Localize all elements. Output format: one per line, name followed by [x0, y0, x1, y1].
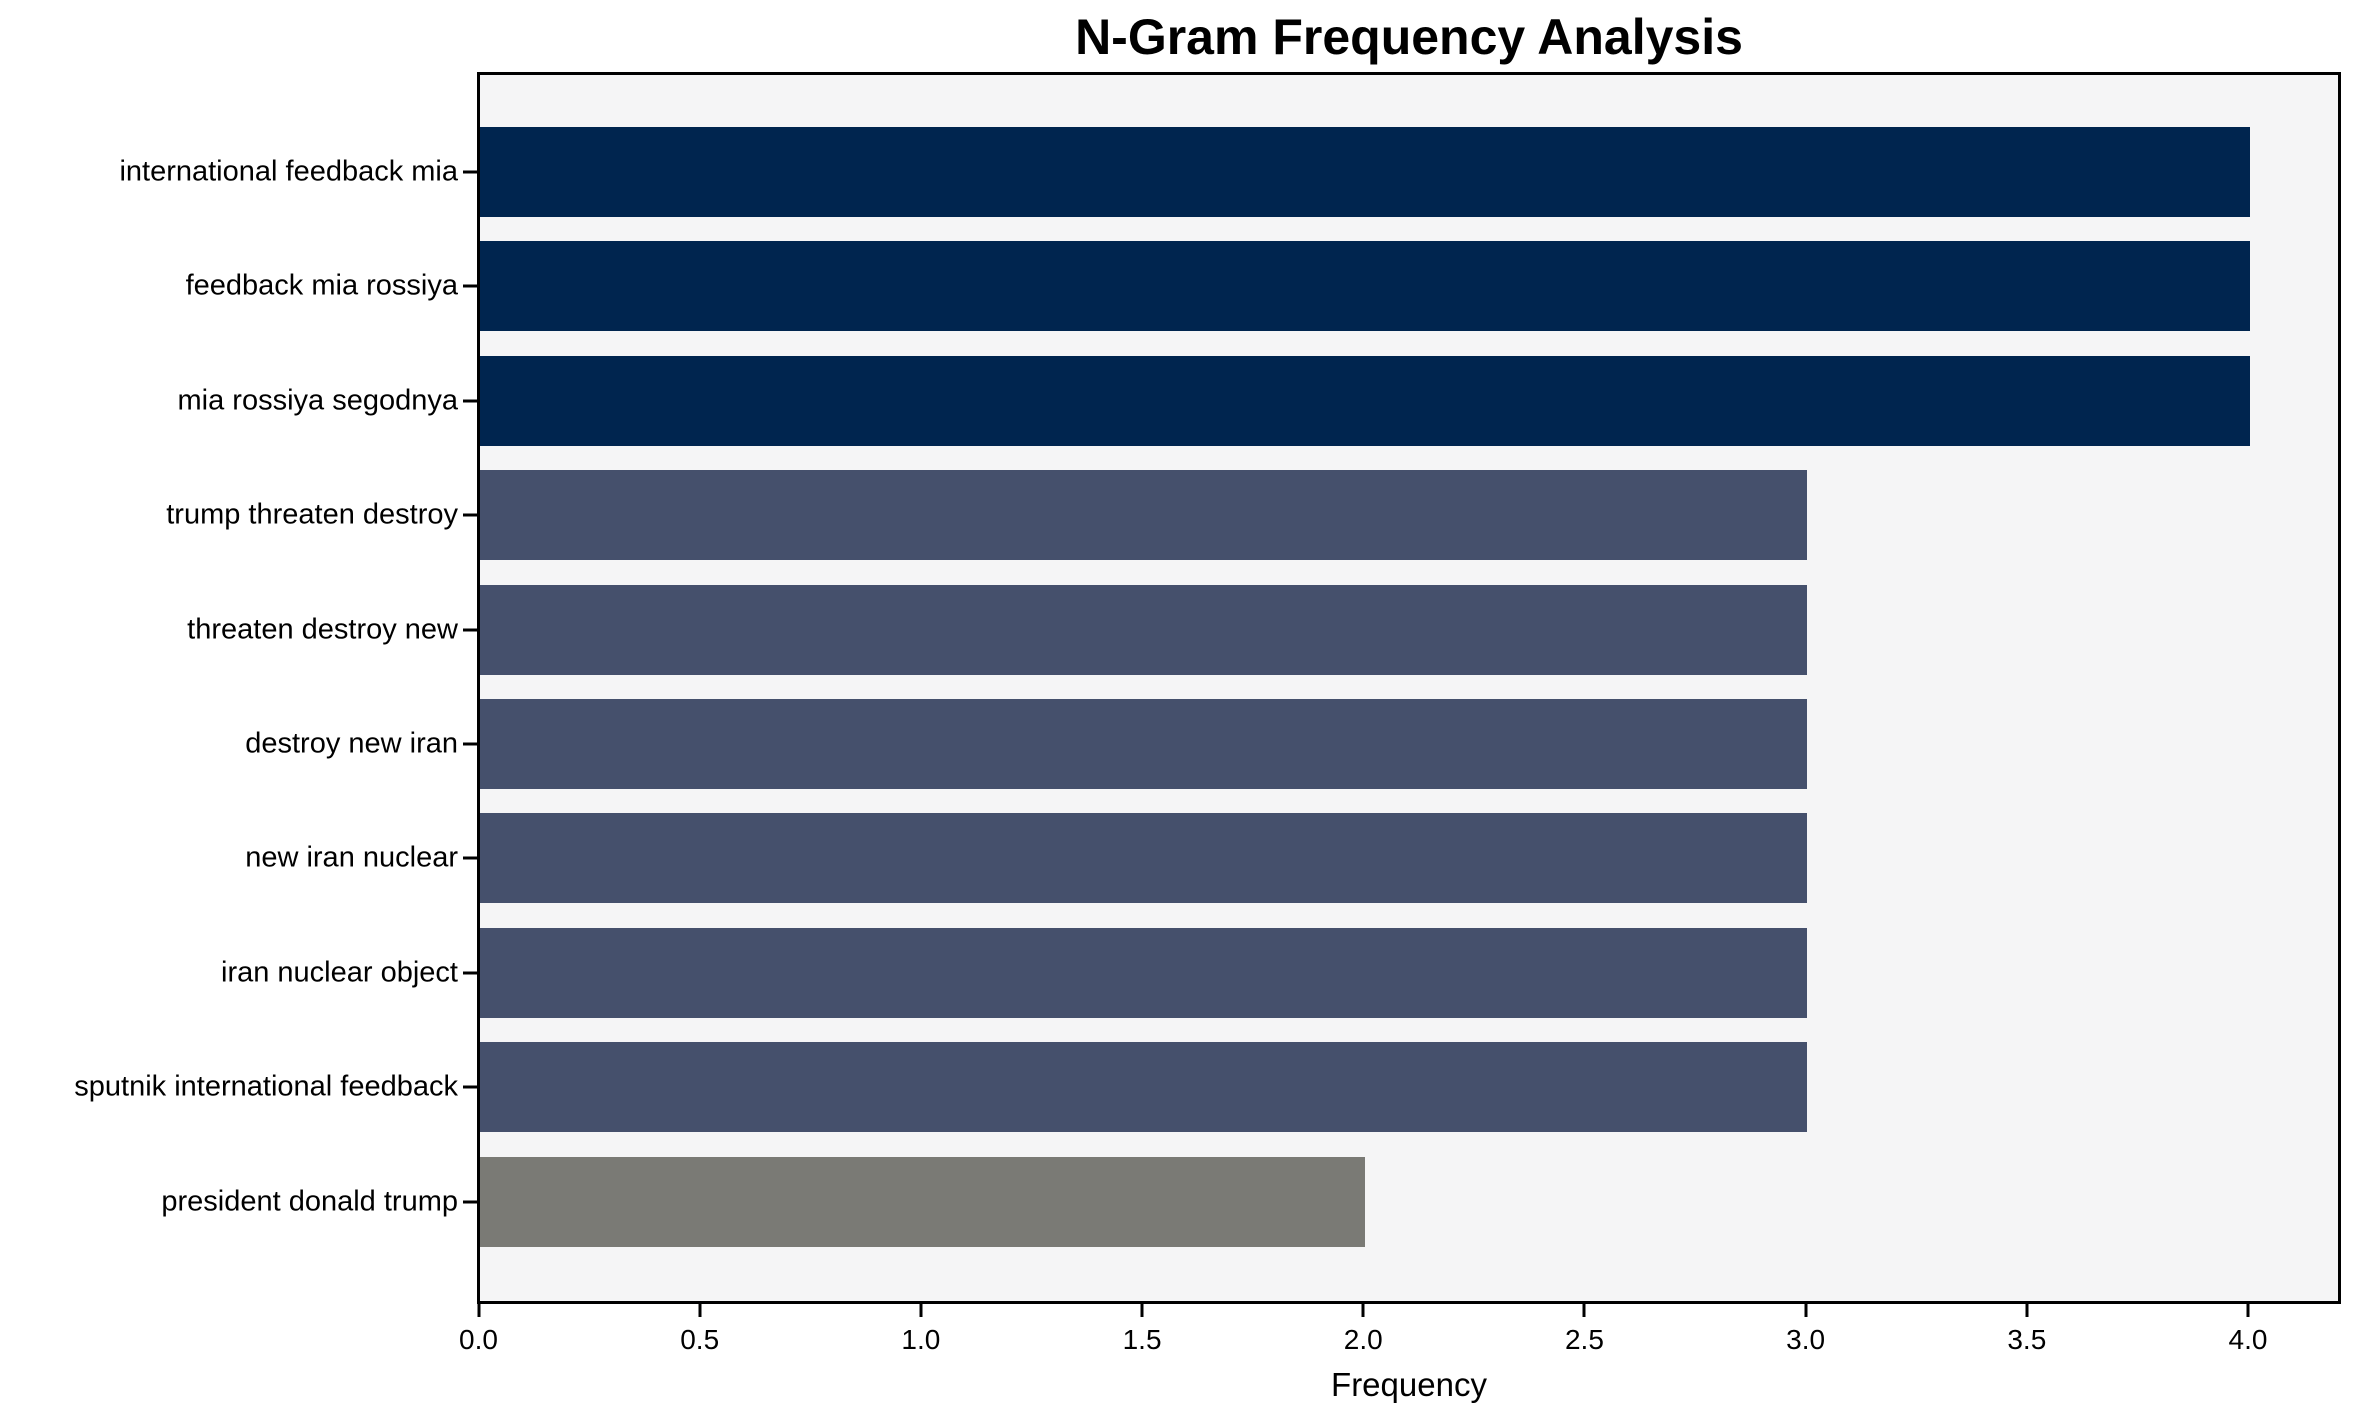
x-tick-label: 0.0	[459, 1324, 498, 1355]
x-tick-label: 3.5	[2007, 1324, 2047, 1355]
bar-destroy-new-iran	[480, 699, 1808, 789]
x-tick-mark	[919, 1304, 923, 1317]
y-tick-label: sputnik international feedback	[74, 1070, 458, 1103]
y-tick-mark	[463, 628, 477, 632]
bar-president-donald-trump	[480, 1156, 1365, 1247]
bar-new-iran-nuclear	[480, 813, 1808, 904]
x-tick-mark	[1804, 1304, 1808, 1317]
bar-mia-rossiya-segodnya	[480, 355, 2250, 446]
y-tick-mark	[463, 856, 477, 860]
y-tick-mark	[463, 284, 477, 288]
y-tick-label: international feedback mia	[119, 155, 458, 188]
bar-trump-threaten-destroy	[480, 470, 1808, 561]
y-tick-mark	[463, 742, 477, 746]
y-tick-label: mia rossiya segodnya	[177, 384, 458, 417]
y-tick-label: trump threaten destroy	[166, 498, 458, 531]
y-tick-mark	[463, 170, 477, 174]
bar-threaten-destroy-new	[480, 584, 1808, 675]
y-tick-label: threaten destroy new	[187, 613, 458, 646]
y-tick-mark	[463, 971, 477, 975]
chart-title: N-Gram Frequency Analysis	[1075, 9, 1743, 65]
y-tick-label: iran nuclear object	[221, 956, 458, 989]
x-tick-mark	[2025, 1304, 2029, 1317]
y-tick-mark	[463, 1200, 477, 1204]
bar-international-feedback-mia	[480, 127, 2250, 217]
y-tick-label: president donald trump	[161, 1185, 458, 1218]
x-tick-label: 3.0	[1786, 1324, 1826, 1355]
y-tick-mark	[463, 1085, 477, 1089]
y-tick-label: feedback mia rossiya	[185, 269, 458, 302]
x-tick-label: 1.5	[1122, 1324, 1162, 1355]
x-tick-mark	[1140, 1304, 1144, 1317]
x-tick-label: 0.5	[680, 1324, 720, 1355]
x-tick-mark	[477, 1304, 480, 1317]
x-tick-mark	[1361, 1304, 1365, 1317]
y-tick-mark	[463, 513, 477, 517]
bar-sputnik-international-feedback	[480, 1042, 1808, 1133]
y-tick-mark	[463, 399, 477, 403]
x-tick-label: 2.5	[1564, 1324, 1604, 1355]
x-tick-mark	[2246, 1304, 2250, 1317]
bar-iran-nuclear-object	[480, 927, 1808, 1018]
y-tick-label: new iran nuclear	[245, 841, 458, 874]
x-tick-label: 1.0	[901, 1324, 941, 1355]
plot-area	[477, 72, 2341, 1304]
x-tick-label: 4.0	[2228, 1324, 2268, 1355]
x-tick-label: 2.0	[1343, 1324, 1383, 1355]
x-tick-mark	[1582, 1304, 1586, 1317]
bar-feedback-mia-rossiya	[480, 241, 2250, 332]
x-axis-label: Frequency	[1331, 1366, 1487, 1403]
y-tick-label: destroy new iran	[245, 727, 458, 760]
x-tick-mark	[698, 1304, 702, 1317]
